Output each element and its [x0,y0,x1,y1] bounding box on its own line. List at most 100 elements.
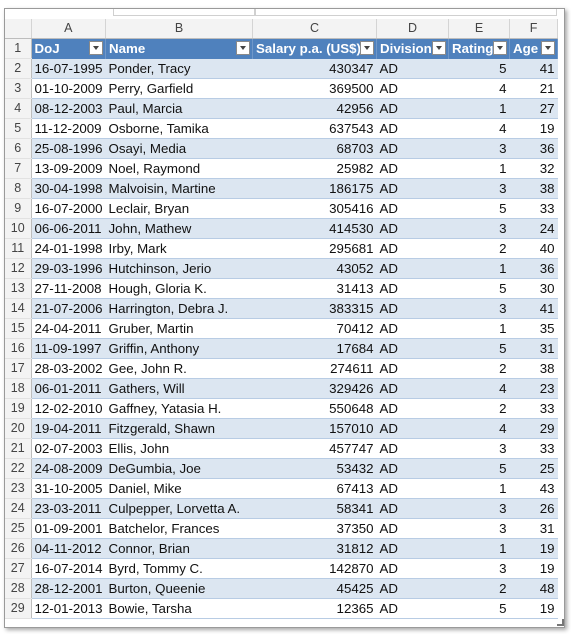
cell-name[interactable]: Griffin, Anthony [105,338,253,359]
cell-doj[interactable]: 23-03-2011 [31,498,106,519]
cell-doj[interactable]: 01-09-2001 [31,518,106,539]
row-number[interactable]: 11 [5,238,32,259]
cell-rating[interactable]: 1 [448,318,510,339]
cell-age[interactable]: 30 [509,278,558,299]
cell-salary[interactable]: 329426 [252,378,377,399]
cell-division[interactable]: AD [376,198,449,219]
cell-name[interactable]: Gruber, Martin [105,318,253,339]
cell-rating[interactable]: 3 [448,138,510,159]
header-doj[interactable]: DoJ [31,38,107,59]
cell-salary[interactable]: 637543 [252,118,377,139]
cell-rating[interactable]: 5 [448,338,510,359]
cell-age[interactable]: 26 [509,498,558,519]
cell-division[interactable]: AD [376,78,449,99]
cell-name[interactable]: Connor, Brian [105,538,253,559]
row-number[interactable]: 13 [5,278,32,299]
cell-salary[interactable]: 17684 [252,338,377,359]
cell-salary[interactable]: 274611 [252,358,377,379]
cell-division[interactable]: AD [376,278,449,299]
cell-rating[interactable]: 5 [448,458,510,479]
cell-division[interactable]: AD [376,298,449,319]
cell-salary[interactable]: 383315 [252,298,377,319]
cell-name[interactable]: Malvoisin, Martine [105,178,253,199]
cell-rating[interactable]: 3 [448,438,510,459]
row-number[interactable]: 29 [5,598,32,619]
cell-doj[interactable]: 21-07-2006 [31,298,106,319]
cell-doj[interactable]: 31-10-2005 [31,478,106,499]
row-number[interactable]: 10 [5,218,32,239]
cell-name[interactable]: Paul, Marcia [105,98,253,119]
cell-salary[interactable]: 31812 [252,538,377,559]
cell-age[interactable]: 38 [509,178,558,199]
cell-salary[interactable]: 295681 [252,238,377,259]
cell-name[interactable]: Ponder, Tracy [105,58,253,79]
cell-rating[interactable]: 1 [448,478,510,499]
cell-name[interactable]: Gee, John R. [105,358,253,379]
header-salary[interactable]: Salary p.a. (US$) [252,38,378,59]
cell-rating[interactable]: 1 [448,538,510,559]
row-number[interactable]: 1 [5,38,32,59]
cell-rating[interactable]: 3 [448,298,510,319]
cell-age[interactable]: 25 [509,458,558,479]
cell-name[interactable]: Harrington, Debra J. [105,298,253,319]
cell-age[interactable]: 27 [509,98,558,119]
cell-division[interactable]: AD [376,598,449,619]
row-number[interactable]: 16 [5,338,32,359]
cell-rating[interactable]: 1 [448,158,510,179]
cell-name[interactable]: Irby, Mark [105,238,253,259]
cell-name[interactable]: Batchelor, Frances [105,518,253,539]
cell-doj[interactable]: 25-08-1996 [31,138,106,159]
cell-rating[interactable]: 5 [448,58,510,79]
cell-age[interactable]: 31 [509,518,558,539]
column-header-d[interactable]: D [376,19,450,39]
cell-doj[interactable]: 12-01-2013 [31,598,106,619]
cell-doj[interactable]: 11-12-2009 [31,118,106,139]
row-number[interactable]: 24 [5,498,32,519]
cell-salary[interactable]: 37350 [252,518,377,539]
table-resize-handle-icon[interactable] [557,619,564,626]
row-number[interactable]: 20 [5,418,32,439]
cell-age[interactable]: 41 [509,298,558,319]
cell-name[interactable]: Burton, Queenie [105,578,253,599]
cell-doj[interactable]: 27-11-2008 [31,278,106,299]
cell-rating[interactable]: 3 [448,178,510,199]
cell-rating[interactable]: 3 [448,218,510,239]
row-number[interactable]: 25 [5,518,32,539]
cell-age[interactable]: 29 [509,418,558,439]
cell-salary[interactable]: 142870 [252,558,377,579]
cell-doj[interactable]: 06-06-2011 [31,218,106,239]
cell-salary[interactable]: 457747 [252,438,377,459]
cell-name[interactable]: Gaffney, Yatasia H. [105,398,253,419]
cell-rating[interactable]: 4 [448,78,510,99]
cell-name[interactable]: Bowie, Tarsha [105,598,253,619]
cell-division[interactable]: AD [376,178,449,199]
cell-salary[interactable]: 53432 [252,458,377,479]
cell-age[interactable]: 33 [509,438,558,459]
cell-division[interactable]: AD [376,318,449,339]
cell-rating[interactable]: 2 [448,398,510,419]
cell-rating[interactable]: 1 [448,258,510,279]
cell-age[interactable]: 19 [509,118,558,139]
cell-age[interactable]: 36 [509,138,558,159]
row-number[interactable]: 5 [5,118,32,139]
cell-rating[interactable]: 3 [448,498,510,519]
cell-name[interactable]: Osborne, Tamika [105,118,253,139]
cell-age[interactable]: 19 [509,558,558,579]
cell-division[interactable]: AD [376,578,449,599]
cell-doj[interactable]: 19-04-2011 [31,418,106,439]
row-number[interactable]: 9 [5,198,32,219]
cell-age[interactable]: 19 [509,538,558,559]
filter-dropdown-icon[interactable] [236,41,251,55]
cell-name[interactable]: Gathers, Will [105,378,253,399]
cell-division[interactable]: AD [376,498,449,519]
cell-name[interactable]: Daniel, Mike [105,478,253,499]
cell-name[interactable]: John, Mathew [105,218,253,239]
cell-division[interactable]: AD [376,518,449,539]
cell-doj[interactable]: 16-07-1995 [31,58,106,79]
cell-division[interactable]: AD [376,58,449,79]
cell-age[interactable]: 41 [509,58,558,79]
cell-doj[interactable]: 30-04-1998 [31,178,106,199]
column-header-f[interactable]: F [509,19,559,39]
header-age[interactable]: Age [509,38,559,59]
row-number[interactable]: 14 [5,298,32,319]
